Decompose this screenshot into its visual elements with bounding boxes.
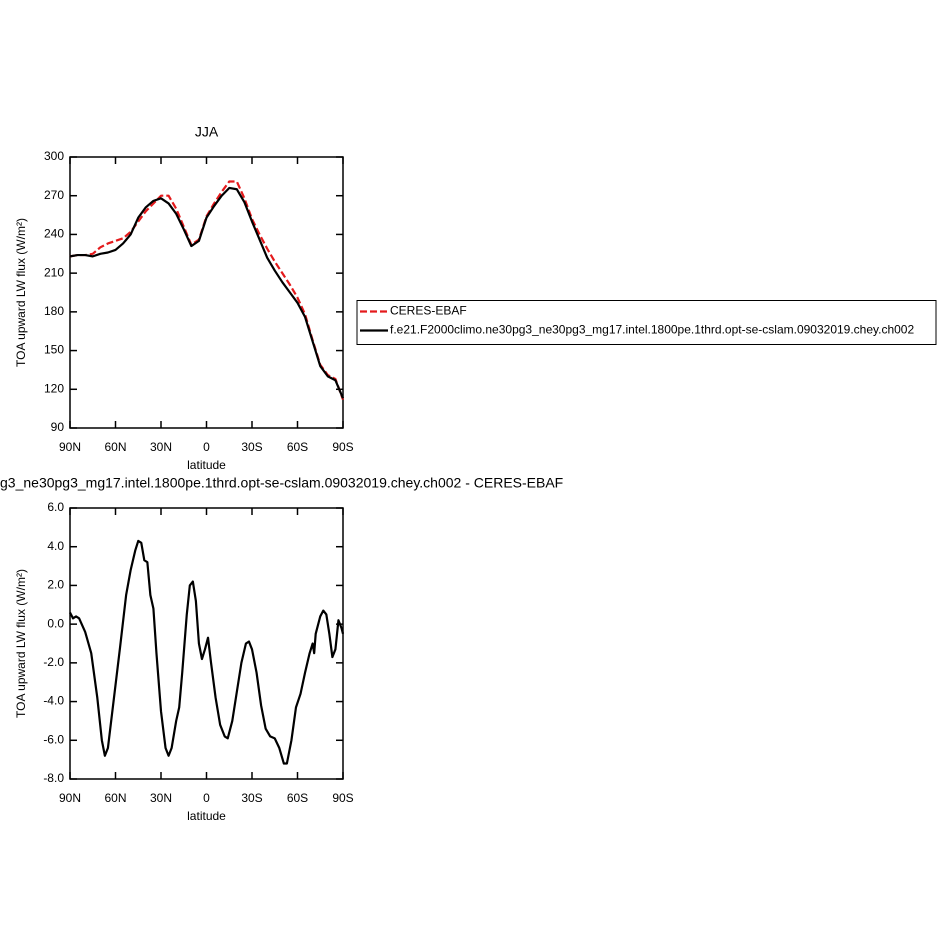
data-line — [69, 180, 345, 400]
y-tick-label: -6.0 — [43, 732, 64, 746]
y-tick-label: 270 — [44, 188, 64, 202]
plot-frame — [69, 156, 344, 429]
x-tick-label: 30S — [241, 440, 262, 454]
y-tick-label: 150 — [44, 343, 64, 357]
y-tick-label: 300 — [44, 149, 64, 163]
x-axis-label: latitude — [187, 458, 226, 472]
x-axis-label: latitude — [187, 809, 226, 823]
chart-title: JJA — [195, 124, 219, 140]
data-line — [69, 539, 345, 765]
y-tick-label: -4.0 — [43, 694, 64, 708]
x-tick-label: 30N — [150, 791, 172, 805]
y-tick-label: 180 — [44, 304, 64, 318]
y-axis-label: TOA upward LW flux (W/m²) — [14, 569, 28, 718]
x-tick-label: 60S — [287, 791, 308, 805]
y-tick-label: 120 — [44, 381, 64, 395]
legend-label: f.e21.F2000climo.ne30pg3_ne30pg3_mg17.in… — [390, 323, 914, 337]
x-tick-label: 60S — [287, 440, 308, 454]
y-tick-label: 240 — [44, 227, 64, 241]
x-tick-label: 0 — [203, 791, 210, 805]
y-axis-label: TOA upward LW flux (W/m²) — [14, 218, 28, 367]
x-tick-label: 90S — [332, 440, 353, 454]
legend-box — [356, 300, 937, 345]
x-tick-label: 30N — [150, 440, 172, 454]
y-tick-label: -8.0 — [43, 771, 64, 785]
x-tick-label: 90N — [59, 440, 81, 454]
y-tick-label: 2.0 — [47, 578, 64, 592]
y-tick-label: 4.0 — [47, 539, 64, 553]
x-tick-label: 90N — [59, 791, 81, 805]
y-tick-label: 210 — [44, 265, 64, 279]
data-line — [69, 186, 345, 399]
x-tick-label: 0 — [203, 440, 210, 454]
y-tick-label: 90 — [51, 420, 65, 434]
x-tick-label: 90S — [332, 791, 353, 805]
y-tick-label: 0.0 — [47, 616, 64, 630]
y-tick-label: -2.0 — [43, 655, 64, 669]
plot-frame — [69, 507, 344, 780]
x-tick-label: 30S — [241, 791, 262, 805]
y-tick-label: 6.0 — [47, 500, 64, 514]
x-tick-label: 60N — [104, 440, 126, 454]
chart-title: f.e21.F2000climo.ne30pg3_ne30pg3_mg17.in… — [0, 475, 563, 491]
legend-label: CERES-EBAF — [390, 304, 467, 318]
x-tick-label: 60N — [104, 791, 126, 805]
